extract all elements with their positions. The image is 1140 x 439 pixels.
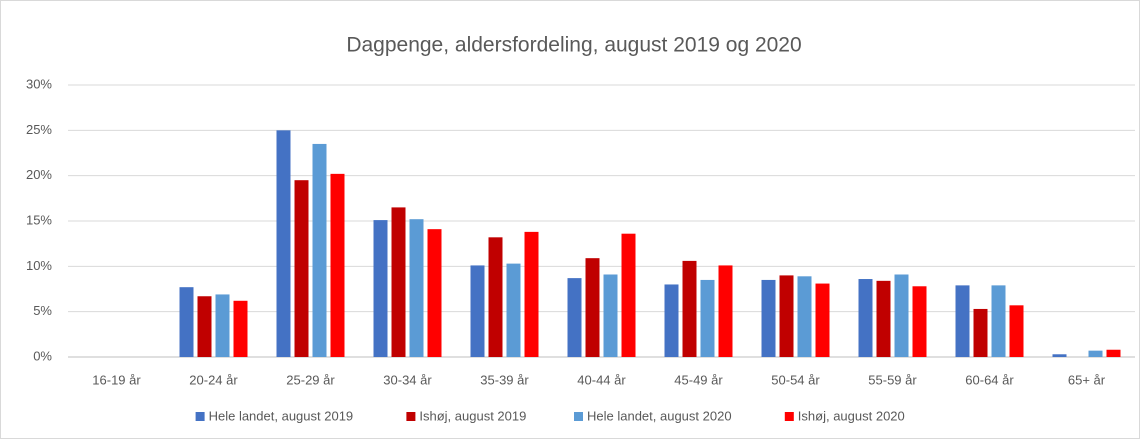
bar (1088, 350, 1103, 357)
legend-label: Ishøj, august 2020 (798, 408, 905, 423)
bar (330, 173, 345, 357)
bar (858, 279, 873, 357)
bar (1106, 349, 1121, 357)
legend-label: Ishøj, august 2019 (419, 408, 526, 423)
bar (991, 285, 1006, 357)
legend-swatch (195, 412, 205, 421)
y-tick-label: 15% (26, 212, 52, 227)
x-tick-label: 25-29 år (286, 372, 335, 387)
bar (876, 280, 891, 357)
legend-label: Hele landet, august 2020 (587, 408, 732, 423)
x-tick-label: 55-59 år (868, 372, 917, 387)
y-tick-label: 0% (33, 348, 52, 363)
x-tick-label: 20-24 år (189, 372, 238, 387)
bar (470, 265, 485, 357)
bar (912, 286, 927, 357)
x-tick-label: 40-44 år (577, 372, 626, 387)
x-tick-label: 65+ år (1068, 372, 1106, 387)
y-tick-label: 20% (26, 167, 52, 182)
bar (294, 180, 309, 357)
bar (700, 279, 715, 357)
y-tick-label: 25% (26, 122, 52, 137)
bar (506, 263, 521, 357)
bar (664, 284, 679, 357)
x-tick-label: 16-19 år (92, 372, 141, 387)
legend-swatch (784, 412, 794, 421)
bar (718, 265, 733, 357)
bar (815, 283, 830, 357)
bar (276, 130, 291, 357)
bar (1052, 354, 1067, 357)
bar (894, 274, 909, 357)
y-tick-label: 30% (26, 76, 52, 91)
x-tick-label: 30-34 år (383, 372, 432, 387)
bar (603, 274, 618, 357)
bar (567, 278, 582, 357)
bar (761, 279, 776, 357)
bar (1009, 305, 1024, 357)
bar (233, 300, 248, 357)
legend-label: Hele landet, august 2019 (209, 408, 354, 423)
y-tick-label: 10% (26, 258, 52, 273)
bar (973, 308, 988, 357)
bar (409, 219, 424, 357)
bar (524, 231, 539, 357)
chart-title: Dagpenge, aldersfordeling, august 2019 o… (346, 34, 801, 57)
bar (797, 276, 812, 357)
x-tick-label: 35-39 år (480, 372, 529, 387)
y-tick-label: 5% (33, 303, 52, 318)
x-tick-label: 50-54 år (771, 372, 820, 387)
bar (682, 260, 697, 357)
bar (427, 229, 442, 357)
legend-swatch (574, 412, 583, 421)
bar (179, 287, 194, 357)
x-tick-label: 60-64 år (965, 372, 1014, 387)
bar (197, 296, 212, 357)
bar (488, 237, 503, 357)
legend-swatch (406, 412, 416, 421)
x-tick-label: 45-49 år (674, 372, 723, 387)
bar (312, 143, 327, 357)
bar (621, 233, 636, 357)
bar (955, 285, 970, 357)
bar (215, 294, 230, 357)
bar (779, 275, 794, 357)
bar (585, 258, 600, 357)
bar (373, 220, 388, 357)
bar (391, 207, 406, 357)
